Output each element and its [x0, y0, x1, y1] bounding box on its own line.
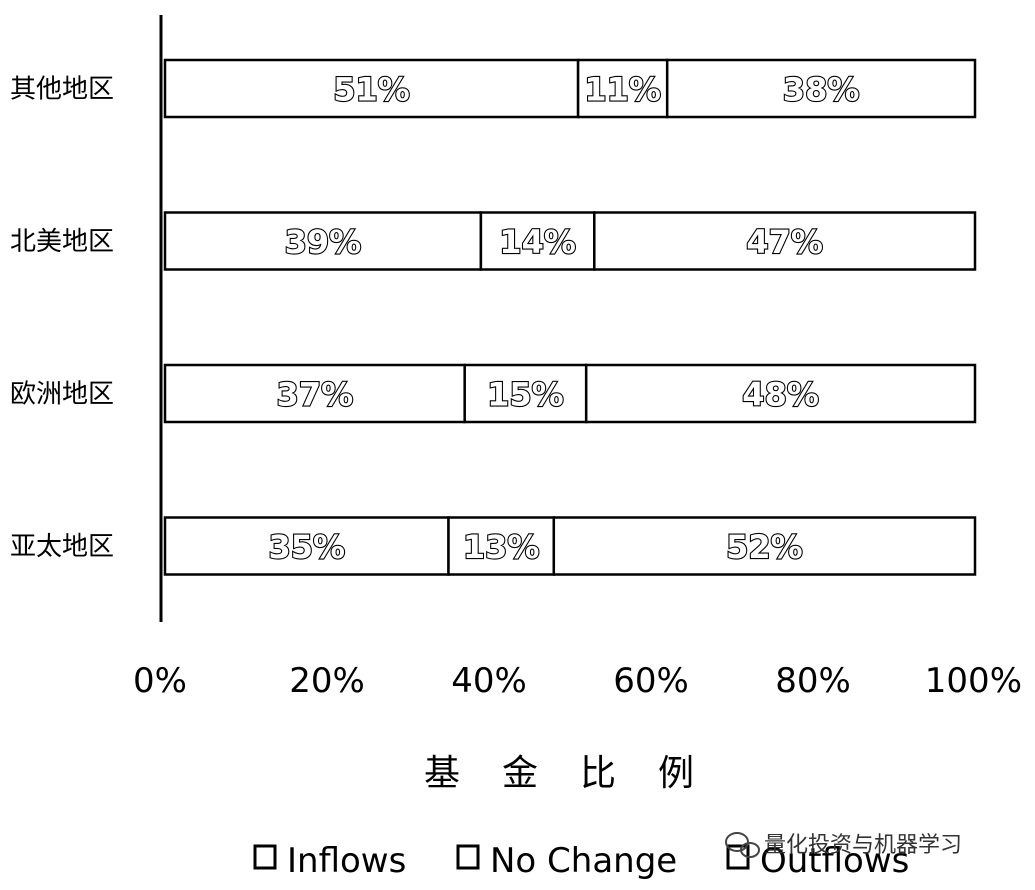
legend-label: Inflows: [287, 841, 406, 881]
x-tick-label: 0%: [133, 661, 187, 701]
x-tick-label: 80%: [775, 661, 851, 701]
data-label: 15%: [487, 376, 564, 414]
watermark-text: 量化投资与机器学习: [764, 833, 962, 858]
category-label: 亚太地区: [10, 532, 114, 562]
data-label: 51%: [333, 71, 410, 109]
data-label: 47%: [746, 223, 823, 261]
x-tick-label: 60%: [613, 661, 689, 701]
legend-swatch: [253, 844, 277, 870]
bar-segment-no-change: [576, 58, 669, 119]
watermark: 量化投资与机器学习: [725, 832, 962, 858]
bars-group: 51% 11% 38% 39% 14% 47% 37% 15% 48% 35% 13% 52%: [163, 58, 977, 576]
legend: Inflows No Change Outflows: [253, 841, 909, 881]
data-label: 37%: [277, 376, 354, 414]
x-tick-labels: 0% 20% 40% 60% 80% 100%: [133, 661, 1022, 701]
x-tick-label: 20%: [289, 661, 365, 701]
category-label: 欧洲地区: [10, 380, 114, 410]
x-axis-title: 基金比例: [424, 753, 736, 794]
data-label: 13%: [463, 528, 540, 566]
category-label: 其他地区: [10, 75, 114, 105]
data-label: 39%: [285, 223, 362, 261]
data-label: 35%: [268, 528, 345, 566]
data-label: 11%: [584, 71, 661, 109]
x-tick-label: 40%: [451, 661, 527, 701]
legend-swatch: [456, 844, 480, 870]
bar-segment-outflows: [665, 58, 977, 119]
x-tick-label: 100%: [925, 661, 1022, 701]
category-label: 北美地区: [10, 227, 114, 257]
data-label: 14%: [499, 223, 576, 261]
legend-label: No Change: [490, 841, 677, 881]
bar-segment-inflows: [163, 516, 450, 576]
bar-segment-outflows: [584, 363, 977, 424]
bar-segment-outflows: [593, 211, 977, 271]
bar-segment-no-change: [447, 516, 556, 576]
data-label: 48%: [742, 376, 819, 414]
bar-segment-outflows: [552, 516, 977, 576]
wechat-icon: [725, 832, 760, 858]
data-label: 38%: [783, 71, 860, 109]
legend-label: Outflows: [760, 841, 909, 881]
data-label: 52%: [726, 528, 803, 566]
